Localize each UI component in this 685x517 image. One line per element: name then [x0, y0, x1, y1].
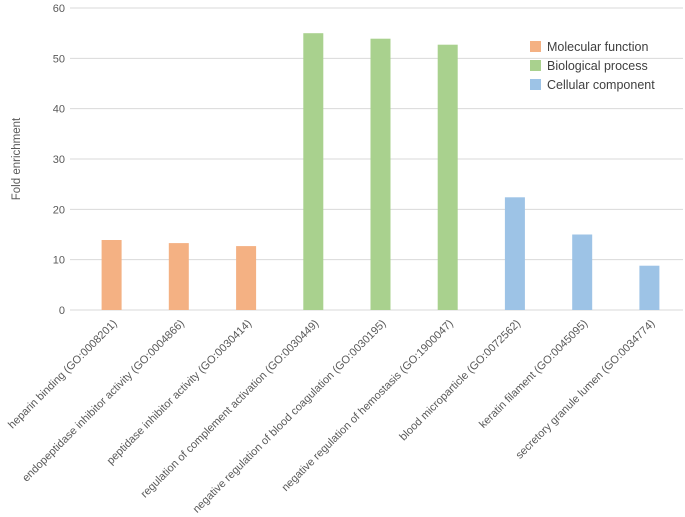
bar-secretory-granule-lumen-go-0034774	[639, 265, 660, 310]
bar-peptidase-inhibitor-activity-go-0030414	[236, 246, 257, 310]
legend-label: Molecular function	[547, 40, 648, 54]
bar-negative-regulation-of-hemostasis-go-1900047	[437, 44, 458, 310]
y-tick-label: 50	[53, 53, 65, 65]
bar-regulation-of-complement-activation-go-0030449	[303, 33, 324, 310]
bar-keratin-filament-go-0045095	[572, 234, 593, 310]
bar-blood-microparticle-go-0072562	[504, 197, 525, 310]
legend-swatch	[530, 60, 541, 71]
legend-label: Biological process	[547, 59, 648, 73]
y-axis-ticks: 0 10 20 30 40 50 60	[53, 3, 65, 317]
y-tick-label: 60	[53, 3, 65, 15]
bar-negative-regulation-of-blood-coagulation-go-0030195	[370, 38, 391, 310]
x-tick-label: peptidase inhibitor activity (GO:0030414…	[105, 318, 254, 467]
bars	[101, 33, 660, 310]
x-tick-label: blood microparticle (GO:0072562)	[397, 318, 523, 444]
x-tick-label: keratin filament (GO:0045095)	[477, 318, 590, 431]
x-axis-ticks: heparin binding (GO:0008201)endopeptidas…	[6, 318, 657, 516]
x-tick-label: heparin binding (GO:0008201)	[6, 318, 120, 432]
y-tick-label: 0	[59, 305, 65, 317]
y-tick-label: 30	[53, 154, 65, 166]
legend-label: Cellular component	[547, 78, 655, 92]
y-axis-title: Fold enrichment	[11, 117, 23, 200]
y-tick-label: 10	[53, 255, 65, 267]
y-tick-label: 20	[53, 204, 65, 216]
bar-endopeptidase-inhibitor-activity-go-0004866	[168, 243, 189, 310]
legend-swatch	[530, 79, 541, 90]
bar-heparin-binding-go-0008201	[101, 240, 122, 310]
legend-swatch	[530, 41, 541, 52]
y-tick-label: 40	[53, 104, 65, 116]
legend: Molecular function Biological process Cell…	[530, 40, 655, 92]
x-tick-label: secretory granule lumen (GO:0034774)	[514, 318, 658, 462]
